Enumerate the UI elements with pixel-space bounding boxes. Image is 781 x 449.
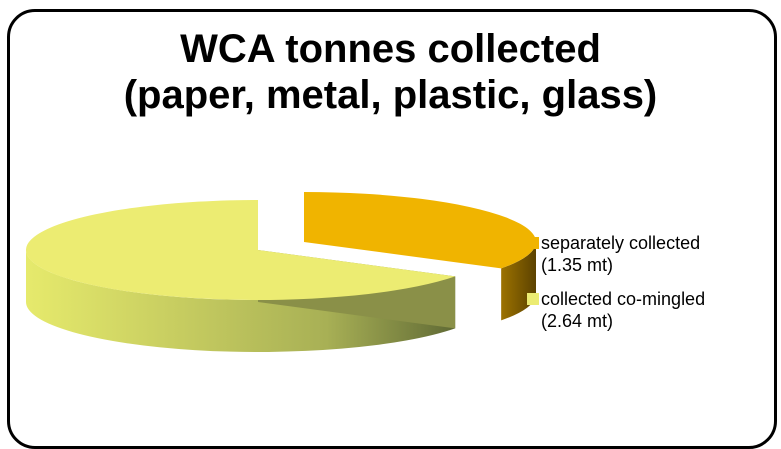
legend: separately collected (1.35 mt) collected…	[527, 232, 705, 344]
legend-label-collected-co-mingled: collected co-mingled	[541, 289, 706, 309]
pie-side-collected-co-mingled	[26, 250, 456, 352]
legend-label-separately-collected: separately collected	[541, 233, 701, 253]
legend-item-separately-collected: separately collected (1.35 mt)	[527, 232, 705, 276]
pie-chart	[25, 192, 536, 352]
chart-title: WCA tonnes collected (paper, metal, plas…	[0, 26, 781, 118]
chart-title-line-1: WCA tonnes collected	[180, 27, 601, 71]
chart-title-line-2: (paper, metal, plastic, glass)	[123, 73, 658, 117]
legend-item-collected-co-mingled: collected co-mingled (2.64 mt)	[527, 288, 705, 332]
pie-slice-separately-collected	[304, 192, 536, 269]
legend-swatch-collected-co-mingled	[527, 293, 539, 305]
legend-swatch-separately-collected	[527, 237, 539, 249]
pie-slice-collected-co-mingled	[25, 200, 456, 300]
legend-value-separately-collected: (1.35 mt)	[541, 255, 614, 275]
legend-value-collected-co-mingled: (2.64 mt)	[541, 311, 614, 331]
